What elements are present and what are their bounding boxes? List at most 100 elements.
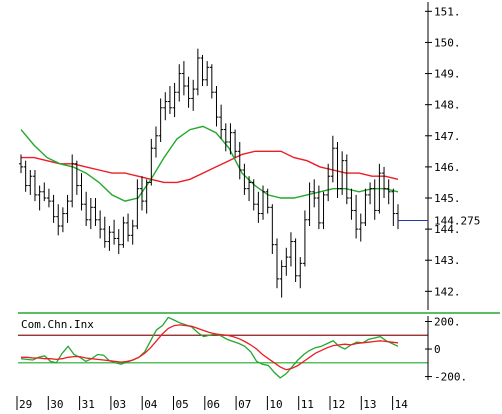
moving-average-lines: [20, 125, 399, 202]
oscillator-tick-label: -200.: [434, 371, 467, 384]
price-bar: [172, 82, 177, 118]
x-tick-label: 07: [238, 398, 251, 411]
oscillator-tick-label: 0: [434, 343, 441, 356]
price-bar: [219, 104, 224, 139]
price-bar: [302, 210, 307, 267]
price-bar: [144, 179, 149, 214]
price-bar: [163, 92, 168, 121]
last-price-label: 144.275: [434, 215, 480, 228]
price-bar: [191, 79, 196, 111]
price-bar: [340, 151, 345, 195]
price-bar: [386, 179, 391, 205]
price-bar: [140, 176, 145, 211]
oscillator-panel: Com.Chn.Inx 200. 0 -200.: [18, 316, 467, 384]
x-tick-label: 12: [332, 398, 345, 411]
price-bar: [112, 219, 117, 245]
price-bar: [256, 191, 261, 223]
price-bar: [116, 229, 121, 254]
price-bar: [330, 135, 335, 183]
price-tick-label: 150.: [434, 36, 461, 49]
price-bar: [135, 179, 140, 230]
price-bar: [382, 166, 387, 198]
x-axis: 29 30 31 03 04 05 06 07 10 11 12 13 14: [16, 396, 409, 411]
x-tick-label: 10: [269, 398, 282, 411]
oscillator-series: [20, 316, 399, 379]
oscillator-tick-label: 200.: [434, 316, 461, 329]
price-bar: [368, 182, 373, 205]
price-bar: [107, 226, 112, 251]
oscillator-series-2: [21, 324, 399, 371]
price-bar: [42, 182, 47, 202]
oscillator-series-1: [20, 316, 399, 379]
price-bar: [130, 219, 135, 245]
price-bar: [23, 160, 28, 192]
x-tick-label: 13: [363, 398, 376, 411]
price-bar: [149, 138, 154, 186]
oscillator-title: Com.Chn.Inx: [21, 318, 94, 331]
price-bar: [335, 142, 340, 198]
moving-average-1: [21, 150, 399, 184]
price-bar: [279, 260, 284, 298]
x-tick-label: 04: [144, 398, 158, 411]
oscillator-y-ticks: 200. 0 -200.: [425, 316, 467, 384]
price-bar: [326, 163, 331, 202]
price-bar: [307, 182, 312, 226]
price-panel: 142. 143. 144. 145. 146. 147. 148. 149. 150. 151.…: [19, 2, 480, 310]
price-bar: [70, 154, 75, 208]
price-bar: [251, 179, 256, 211]
price-bar: [46, 188, 51, 208]
moving-average-2: [20, 125, 399, 202]
price-bar: [37, 185, 42, 211]
price-bar: [181, 61, 186, 96]
price-bar: [237, 142, 242, 180]
x-tick-label: 03: [113, 398, 126, 411]
price-bar: [88, 198, 93, 230]
price-bar: [79, 173, 84, 211]
x-tick-label: 31: [82, 398, 95, 411]
price-tick-label: 142.: [434, 285, 461, 298]
price-bar: [102, 216, 107, 248]
price-bar: [312, 179, 317, 208]
price-bar: [205, 61, 210, 86]
price-bar: [223, 123, 228, 152]
price-tick-label: 145.: [434, 192, 461, 205]
price-bar: [214, 86, 219, 127]
price-bar: [247, 176, 252, 202]
price-bar: [261, 185, 266, 220]
price-bar: [354, 194, 359, 239]
price-bar: [228, 123, 233, 155]
price-bar: [158, 98, 163, 142]
price-bar: [298, 257, 303, 289]
price-bar: [293, 238, 298, 282]
price-bar: [98, 210, 103, 239]
price-bar: [242, 163, 247, 195]
price-bars: [19, 48, 400, 298]
price-bar: [167, 86, 172, 114]
x-tick-label: 05: [176, 398, 189, 411]
price-bar: [121, 216, 126, 248]
price-bar: [60, 207, 65, 233]
price-bar: [209, 64, 214, 99]
price-bar: [126, 213, 131, 242]
price-bar: [391, 188, 396, 226]
price-bar: [274, 238, 279, 289]
x-tick-label: 29: [19, 398, 32, 411]
price-bar: [153, 126, 158, 158]
price-bar: [270, 204, 275, 254]
x-tick-label: 14: [395, 398, 409, 411]
price-bar: [19, 154, 23, 174]
price-bar: [344, 154, 349, 205]
price-bar: [377, 163, 382, 214]
price-tick-label: 143.: [434, 254, 461, 267]
price-bar: [195, 48, 200, 96]
price-bar: [28, 170, 33, 195]
price-tick-label: 151.: [434, 5, 461, 18]
price-bar: [372, 179, 377, 220]
price-bar: [265, 188, 270, 214]
price-bar: [349, 188, 354, 220]
x-tick-label: 11: [301, 398, 314, 411]
price-tick-label: 144.: [434, 223, 461, 236]
price-bar: [316, 185, 321, 230]
price-bar: [93, 198, 98, 226]
